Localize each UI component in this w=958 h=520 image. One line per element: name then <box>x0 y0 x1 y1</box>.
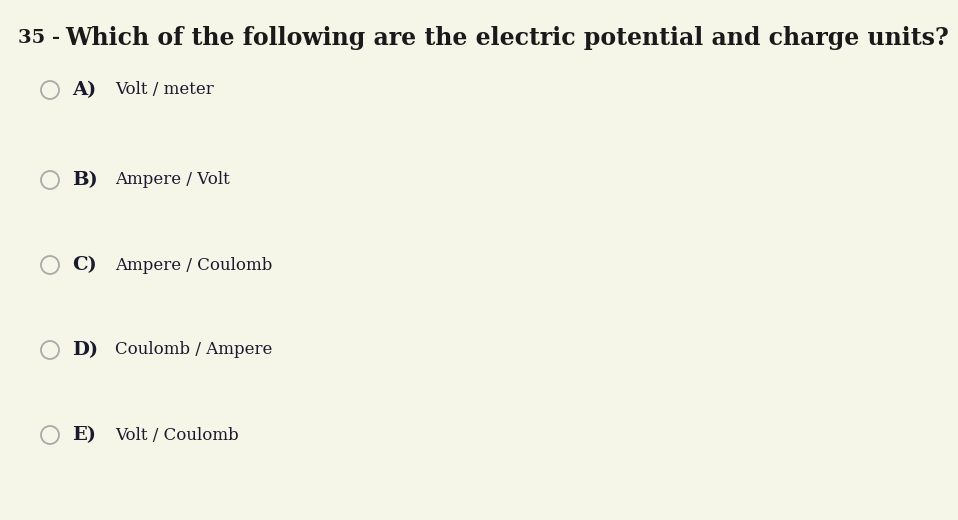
Text: Ampere / Coulomb: Ampere / Coulomb <box>115 256 272 274</box>
Text: Ampere / Volt: Ampere / Volt <box>115 172 230 188</box>
Circle shape <box>41 341 59 359</box>
Text: E): E) <box>72 426 96 444</box>
Text: D): D) <box>72 341 98 359</box>
Circle shape <box>41 426 59 444</box>
Circle shape <box>41 81 59 99</box>
Text: Which of the following are the electric potential and charge units?: Which of the following are the electric … <box>65 26 948 50</box>
Text: Volt / Coulomb: Volt / Coulomb <box>115 426 239 444</box>
Text: A): A) <box>72 81 96 99</box>
Circle shape <box>41 256 59 274</box>
Text: 35 -: 35 - <box>18 29 60 47</box>
Text: B): B) <box>72 171 98 189</box>
Text: Coulomb / Ampere: Coulomb / Ampere <box>115 342 272 358</box>
Circle shape <box>41 171 59 189</box>
Text: Volt / meter: Volt / meter <box>115 82 214 98</box>
Text: C): C) <box>72 256 97 274</box>
